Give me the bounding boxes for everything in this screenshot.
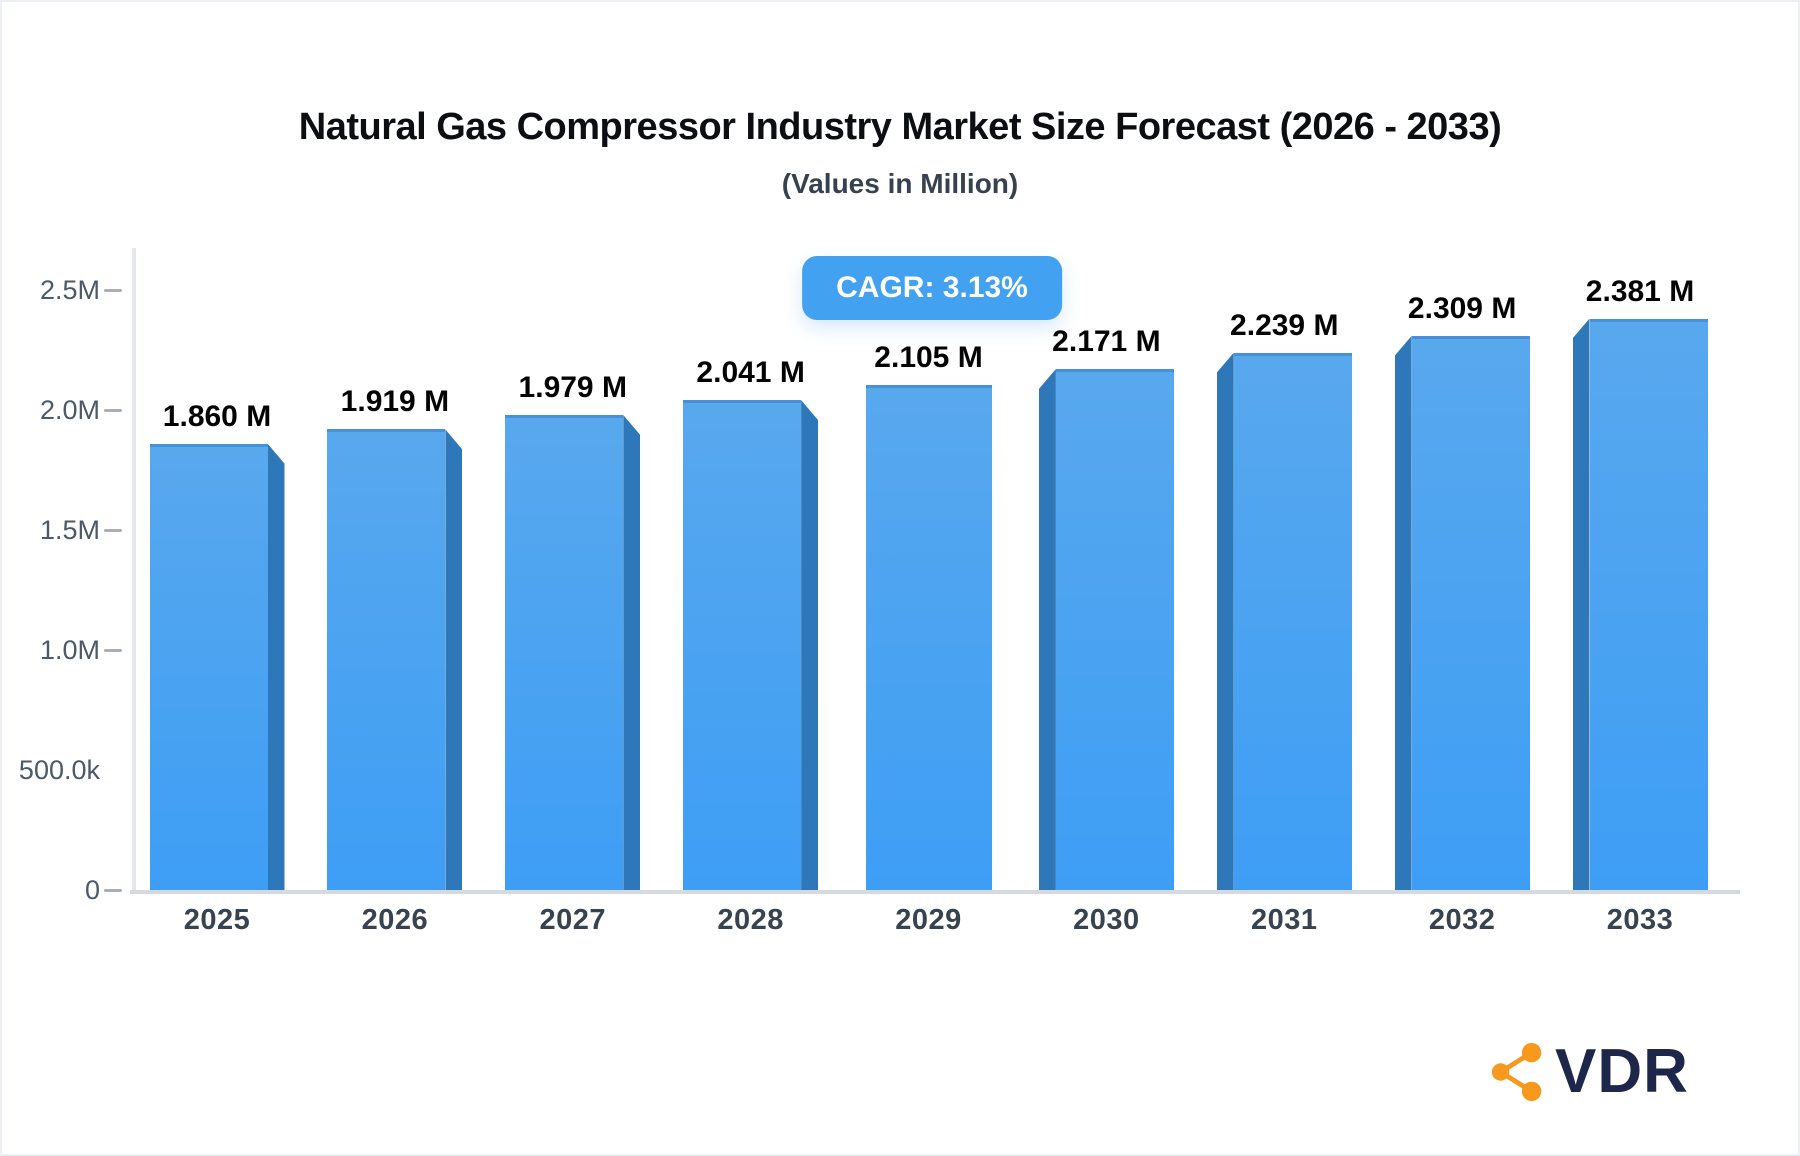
y-axis-tick-label: 1.5M [39, 515, 100, 545]
bar-face [1589, 318, 1708, 890]
bar-value-label: 2.105 M [874, 340, 983, 374]
bar-value-label: 2.041 M [696, 356, 805, 390]
bar-value-label: 2.171 M [1052, 324, 1161, 358]
bar-side [1572, 318, 1590, 890]
bar-side [267, 443, 285, 890]
y-axis-tick-mark [104, 888, 122, 892]
x-axis-label-2033: 2033 [1606, 904, 1674, 936]
x-axis-label-2031: 2031 [1250, 904, 1318, 936]
y-axis-tick-label: 500.0k [18, 755, 100, 785]
cagr-badge: CAGR: 3.13% [802, 256, 1062, 320]
bar-face [149, 443, 268, 890]
y-axis-tick-mark [104, 408, 122, 412]
y-axis-tick-mark [104, 288, 122, 292]
x-axis-label-2028: 2028 [717, 904, 784, 936]
bar-value-label: 2.309 M [1407, 291, 1517, 325]
y-axis-tick-mark [104, 648, 122, 652]
y-axis-line [132, 248, 136, 892]
bar-face [1411, 335, 1530, 890]
chart-subtitle: (Values in Million) [781, 168, 1019, 199]
vdr-logo: VDR [1488, 1038, 1689, 1106]
bar-face [1233, 352, 1352, 890]
bar-side [801, 400, 819, 890]
chart-title: Natural Gas Compressor Industry Market S… [298, 106, 1502, 148]
bar-face [327, 429, 446, 890]
bar-side [1394, 335, 1412, 890]
bar-side [1216, 352, 1234, 890]
vdr-logo-text: VDR [1555, 1037, 1689, 1106]
bar-face [505, 415, 624, 890]
x-axis-label-2030: 2030 [1073, 904, 1140, 936]
bar-face [1055, 368, 1174, 890]
bar-face [865, 384, 992, 890]
x-axis-label-2026: 2026 [361, 904, 429, 936]
bar-side [1038, 368, 1056, 890]
y-axis-tick-mark [104, 528, 122, 532]
y-axis-tick-label: 2.0M [39, 395, 100, 425]
x-axis-label-2027: 2027 [539, 904, 606, 936]
bar-face [683, 400, 802, 890]
bar-value-label: 2.239 M [1230, 308, 1339, 342]
y-axis-tick-label: 1.0M [39, 635, 100, 665]
x-axis-label-2029: 2029 [895, 904, 962, 936]
y-axis-tick-label: 2.5M [39, 275, 100, 305]
x-axis-label-2025: 2025 [183, 904, 251, 936]
x-axis-line [130, 890, 1740, 894]
bar-side [445, 429, 463, 890]
x-axis-label-2032: 2032 [1428, 904, 1496, 936]
y-axis-tick-label: 0 [84, 875, 100, 905]
bar-value-label: 1.919 M [340, 385, 450, 419]
bar-value-label: 1.860 M [162, 399, 272, 433]
bar-value-label: 1.979 M [518, 371, 627, 405]
bar-value-label: 2.381 M [1585, 274, 1695, 308]
share-network-icon [1491, 1042, 1542, 1102]
bar-side [623, 415, 641, 890]
